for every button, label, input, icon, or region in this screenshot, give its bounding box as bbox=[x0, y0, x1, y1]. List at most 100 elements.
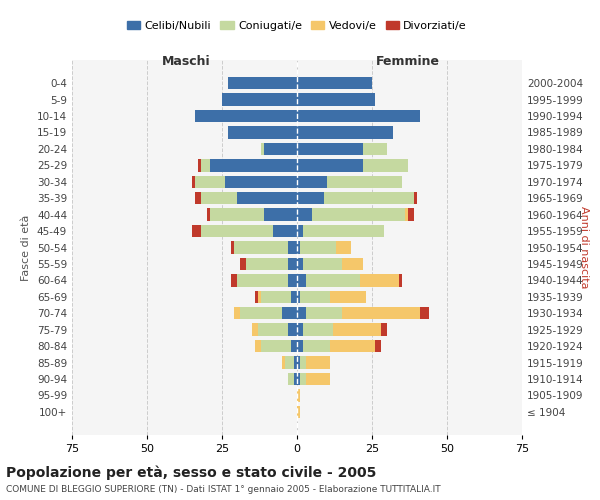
Bar bbox=[234, 307, 297, 320]
Bar bbox=[201, 192, 297, 204]
Bar bbox=[246, 258, 297, 270]
Bar bbox=[297, 258, 363, 270]
Bar bbox=[288, 373, 297, 385]
Bar bbox=[228, 126, 297, 138]
Bar bbox=[222, 94, 297, 106]
Bar bbox=[297, 225, 384, 237]
Y-axis label: Anni di nascita: Anni di nascita bbox=[579, 206, 589, 289]
Bar bbox=[291, 290, 297, 303]
Bar bbox=[234, 242, 297, 254]
Bar bbox=[201, 225, 297, 237]
Bar bbox=[192, 176, 297, 188]
Bar bbox=[297, 94, 375, 106]
Bar bbox=[240, 307, 297, 320]
Bar bbox=[252, 324, 297, 336]
Bar bbox=[297, 307, 420, 320]
Bar bbox=[195, 110, 297, 122]
Bar bbox=[297, 192, 324, 204]
Bar bbox=[297, 110, 420, 122]
Bar bbox=[297, 143, 387, 155]
Bar bbox=[297, 373, 300, 385]
Bar bbox=[297, 77, 372, 90]
Bar bbox=[231, 242, 297, 254]
Bar bbox=[297, 274, 306, 286]
Bar bbox=[297, 242, 351, 254]
Bar bbox=[297, 208, 405, 221]
Bar bbox=[297, 373, 330, 385]
Bar bbox=[297, 110, 420, 122]
Bar bbox=[297, 159, 408, 172]
Bar bbox=[297, 242, 351, 254]
Bar bbox=[297, 225, 303, 237]
Text: COMUNE DI BLEGGIO SUPERIORE (TN) - Dati ISTAT 1° gennaio 2005 - Elaborazione TUT: COMUNE DI BLEGGIO SUPERIORE (TN) - Dati … bbox=[6, 485, 440, 494]
Bar bbox=[282, 307, 297, 320]
Bar bbox=[201, 159, 297, 172]
Bar bbox=[288, 274, 297, 286]
Bar bbox=[288, 373, 297, 385]
Bar bbox=[297, 159, 363, 172]
Bar bbox=[192, 225, 297, 237]
Bar bbox=[273, 225, 297, 237]
Bar bbox=[258, 290, 297, 303]
Bar bbox=[288, 242, 297, 254]
Bar bbox=[207, 208, 297, 221]
Bar bbox=[297, 242, 336, 254]
Bar bbox=[297, 159, 408, 172]
Bar bbox=[297, 356, 306, 368]
Bar bbox=[228, 77, 297, 90]
Bar bbox=[297, 94, 375, 106]
Bar bbox=[261, 340, 297, 352]
Bar bbox=[297, 77, 372, 90]
Bar bbox=[210, 208, 297, 221]
Bar bbox=[222, 94, 297, 106]
Bar bbox=[297, 324, 303, 336]
Bar bbox=[195, 110, 297, 122]
Bar bbox=[261, 290, 297, 303]
Bar bbox=[258, 324, 297, 336]
Bar bbox=[228, 126, 297, 138]
Bar bbox=[297, 208, 414, 221]
Bar bbox=[210, 208, 297, 221]
Y-axis label: Fasce di età: Fasce di età bbox=[22, 214, 31, 280]
Bar bbox=[297, 406, 300, 418]
Bar bbox=[288, 373, 297, 385]
Bar bbox=[297, 126, 393, 138]
Bar bbox=[195, 176, 297, 188]
Bar bbox=[297, 143, 387, 155]
Bar bbox=[246, 258, 297, 270]
Bar bbox=[297, 242, 300, 254]
Bar bbox=[297, 225, 384, 237]
Bar bbox=[297, 290, 330, 303]
Bar bbox=[234, 242, 297, 254]
Bar bbox=[297, 373, 330, 385]
Bar bbox=[222, 94, 297, 106]
Bar bbox=[264, 143, 297, 155]
Bar bbox=[297, 77, 372, 90]
Bar bbox=[297, 274, 399, 286]
Bar bbox=[195, 192, 297, 204]
Bar bbox=[297, 192, 414, 204]
Bar bbox=[297, 307, 342, 320]
Bar bbox=[297, 110, 420, 122]
Bar bbox=[297, 176, 402, 188]
Bar bbox=[195, 110, 297, 122]
Bar bbox=[297, 389, 300, 402]
Bar bbox=[297, 77, 372, 90]
Bar bbox=[228, 77, 297, 90]
Bar bbox=[261, 143, 297, 155]
Bar bbox=[282, 356, 297, 368]
Bar bbox=[297, 126, 393, 138]
Bar bbox=[297, 324, 381, 336]
Bar bbox=[240, 258, 297, 270]
Bar bbox=[291, 340, 297, 352]
Bar bbox=[285, 356, 297, 368]
Bar bbox=[288, 324, 297, 336]
Bar bbox=[225, 176, 297, 188]
Bar bbox=[297, 143, 387, 155]
Bar bbox=[198, 159, 297, 172]
Bar bbox=[228, 77, 297, 90]
Bar bbox=[297, 176, 327, 188]
Bar bbox=[234, 307, 297, 320]
Bar bbox=[297, 373, 306, 385]
Bar bbox=[297, 406, 300, 418]
